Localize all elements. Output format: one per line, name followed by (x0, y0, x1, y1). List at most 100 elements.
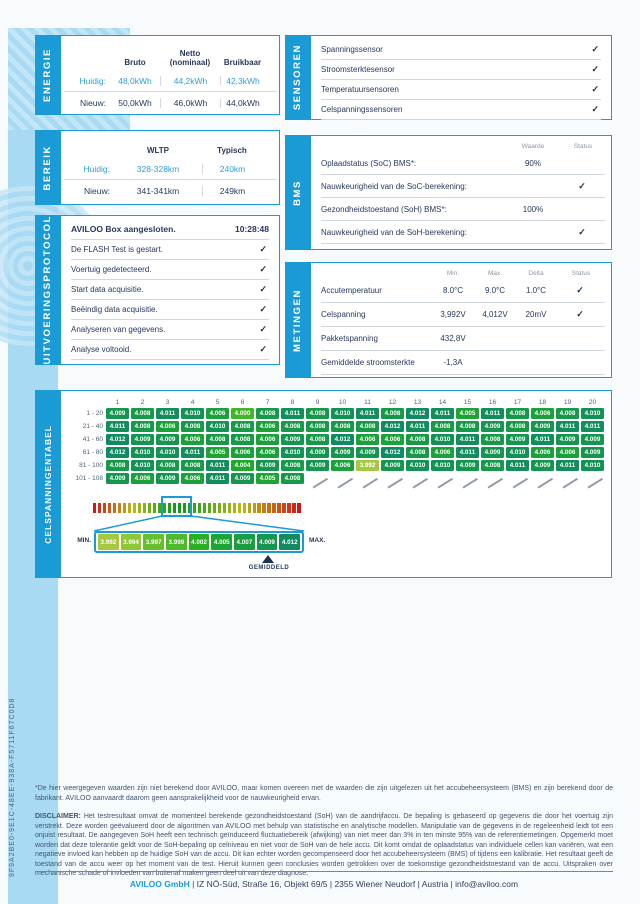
protocol-header-time: 10:28:48 (234, 223, 269, 234)
cell-voltage-value: 4.008 (306, 434, 329, 445)
disclaimer-label: DISCLAIMER: (35, 813, 81, 820)
energie-row-huidig: Huidig: 48,0kWh 44,2kWh 42,3kWh (64, 70, 276, 91)
cell-empty (406, 473, 429, 488)
sensor-item: Spanningssensor ✓ (321, 40, 601, 60)
cell-voltage-value: 4.010 (331, 408, 354, 419)
metingen-col-delta: Delta (528, 270, 544, 277)
bms-row: Gezondheidstoestand (SoH) BMS*: 100% (321, 198, 605, 221)
cell-voltage-value: 4.005 (206, 447, 229, 458)
metingen-row-label: Gemiddelde stroomsterkte (321, 358, 415, 367)
metingen-card: Min. Max. Delta Status Accutemperatuur 8.… (310, 262, 612, 378)
cell-voltage-value: 4.008 (181, 460, 204, 471)
cell-voltage-value: 4.011 (206, 460, 229, 471)
cell-voltage-value: 4.008 (231, 421, 254, 432)
cell-voltage-value: 4.011 (506, 460, 529, 471)
bereik-huidig-typisch: 240km (202, 163, 262, 174)
energie-nieuw-bruikbaar: 44,0kWh (220, 97, 265, 108)
cell-voltage-value: 4.009 (581, 434, 604, 445)
metingen-min-value: -1,3A (443, 358, 463, 367)
cell-voltage-value: 4.008 (181, 421, 204, 432)
bereik-huidig-wltp: 328-328km (136, 163, 180, 174)
cell-column-header: 9 (315, 399, 320, 406)
scale-cell-value: 3.994 (120, 534, 142, 550)
energie-col-netto: Netto (nominaal) (169, 49, 211, 67)
colorbar-segment (157, 503, 162, 513)
metingen-delta-value: 1.0°C (525, 286, 547, 295)
cell-voltage-value: 4.010 (181, 408, 204, 419)
cell-column-header: 10 (338, 399, 347, 406)
cell-voltage-value: 4.009 (331, 447, 354, 458)
cell-voltage-value: 4.011 (556, 421, 579, 432)
metingen-col-min: Min. (446, 270, 460, 277)
energie-card: Bruto Netto (nominaal) Bruikbaar Huidig:… (60, 35, 280, 115)
tab-bereik: BEREIK (35, 130, 60, 205)
colorbar-segment (172, 503, 177, 513)
cell-voltage-value: 4.008 (481, 460, 504, 471)
tab-sensoren-label: SENSOREN (292, 44, 303, 111)
bms-row-value: 90% (524, 158, 541, 168)
metingen-row: Accutemperatuur 8.0°C 9.0°C 1.0°C ✓ (321, 279, 605, 303)
cell-voltage-value: 4.010 (581, 460, 604, 471)
tab-sensoren: SENSOREN (285, 35, 310, 120)
cell-column-header: 1 (115, 399, 120, 406)
colorbar-segment (192, 503, 196, 513)
cell-row-label: 101 - 108 (75, 475, 103, 482)
protocol-item-label: Beëindig data acquisitie. (71, 305, 158, 314)
cell-voltage-value: 4.006 (381, 434, 404, 445)
cell-column-header: 12 (388, 399, 397, 406)
metingen-row: Pakketspanning 432,8V (321, 327, 605, 351)
cell-voltage-value: 4.008 (206, 434, 229, 445)
cell-voltage-value: 4.012 (106, 434, 129, 445)
cell-voltage-value: 4.009 (381, 460, 404, 471)
energie-huidig-netto: 44,2kWh (160, 75, 220, 86)
cell-voltage-value: 4.011 (281, 408, 304, 419)
cell-voltage-value: 4.008 (556, 408, 579, 419)
tab-energie: ENERGIE (35, 35, 60, 115)
protocol-item-label: Analyseren van gegevens. (71, 325, 166, 334)
slash-icon (387, 477, 403, 488)
bereik-row-nieuw: Nieuw: 341-341km 249km (64, 179, 276, 201)
cell-voltage-value: 4.011 (531, 434, 554, 445)
bms-row: Oplaadstatus (SoC) BMS*: 90% (321, 152, 605, 175)
cell-voltage-table: 1 2 3 4 5 6 7 8 9 10 11 12 13 14 15 16 17 18 19 20 1 - 20 4.0… (67, 399, 606, 488)
bms-row-label: Oplaadstatus (SoC) BMS*: (321, 158, 417, 168)
colorbar-segment (187, 503, 191, 513)
cell-voltage-value: 4.011 (456, 434, 479, 445)
check-icon: ✓ (259, 304, 267, 314)
cell-voltage-value: 4.012 (381, 447, 404, 458)
slash-icon (437, 477, 453, 488)
cell-voltage-value: 4.006 (356, 434, 379, 445)
footer-company: AVILOO GmbH (129, 879, 190, 889)
energie-nieuw-bruto: 50,0kWh (118, 97, 152, 108)
cell-voltage-value: 4.006 (181, 473, 204, 484)
cell-voltage-value: 4.010 (431, 460, 454, 471)
slash-icon (512, 477, 528, 488)
protocol-item: Beëindig data acquisitie. ✓ (71, 300, 269, 320)
protocol-item-label: De FLASH Test is gestart. (71, 245, 163, 254)
cell-voltage-value: 4.005 (456, 408, 479, 419)
check-icon: ✓ (576, 309, 584, 319)
bms-row-list: Oplaadstatus (SoC) BMS*: 90% Nauwkeurighei… (321, 152, 605, 244)
cell-table-header-row: 1 2 3 4 5 6 7 8 9 10 11 12 13 14 15 16 17 18 19 20 (67, 399, 606, 406)
energie-col-bruikbaar: Bruikbaar (223, 58, 262, 67)
cell-voltage-value: 4.006 (231, 447, 254, 458)
colorbar-segment (242, 503, 246, 513)
cell-voltage-value: 3.992 (356, 460, 379, 471)
check-icon: ✓ (259, 344, 267, 354)
cell-table-row: 101 - 108 4.009 4.006 4.009 4.006 4.011 4.009 4… (67, 473, 606, 488)
cell-voltage-value: 4.008 (431, 421, 454, 432)
cell-empty (456, 473, 479, 488)
energie-huidig-bruto: 48,0kWh (118, 75, 152, 86)
cell-table-row: 41 - 60 4.012 4.009 4.009 4.006 4.008 4.008 4.0… (67, 434, 606, 445)
metingen-row-label: Celspanning (321, 310, 366, 319)
bereik-col-wltp: WLTP (146, 146, 170, 155)
cell-voltage-value: 4.009 (306, 447, 329, 458)
cell-voltage-value: 4.006 (156, 421, 179, 432)
scale-max-label: MAX. (309, 537, 326, 544)
colorbar-segment (202, 503, 206, 513)
cell-voltage-value: 4.009 (256, 460, 279, 471)
cell-empty (506, 473, 529, 488)
cell-voltage-value: 4.006 (531, 408, 554, 419)
cell-row-label: 81 - 100 (79, 462, 103, 469)
